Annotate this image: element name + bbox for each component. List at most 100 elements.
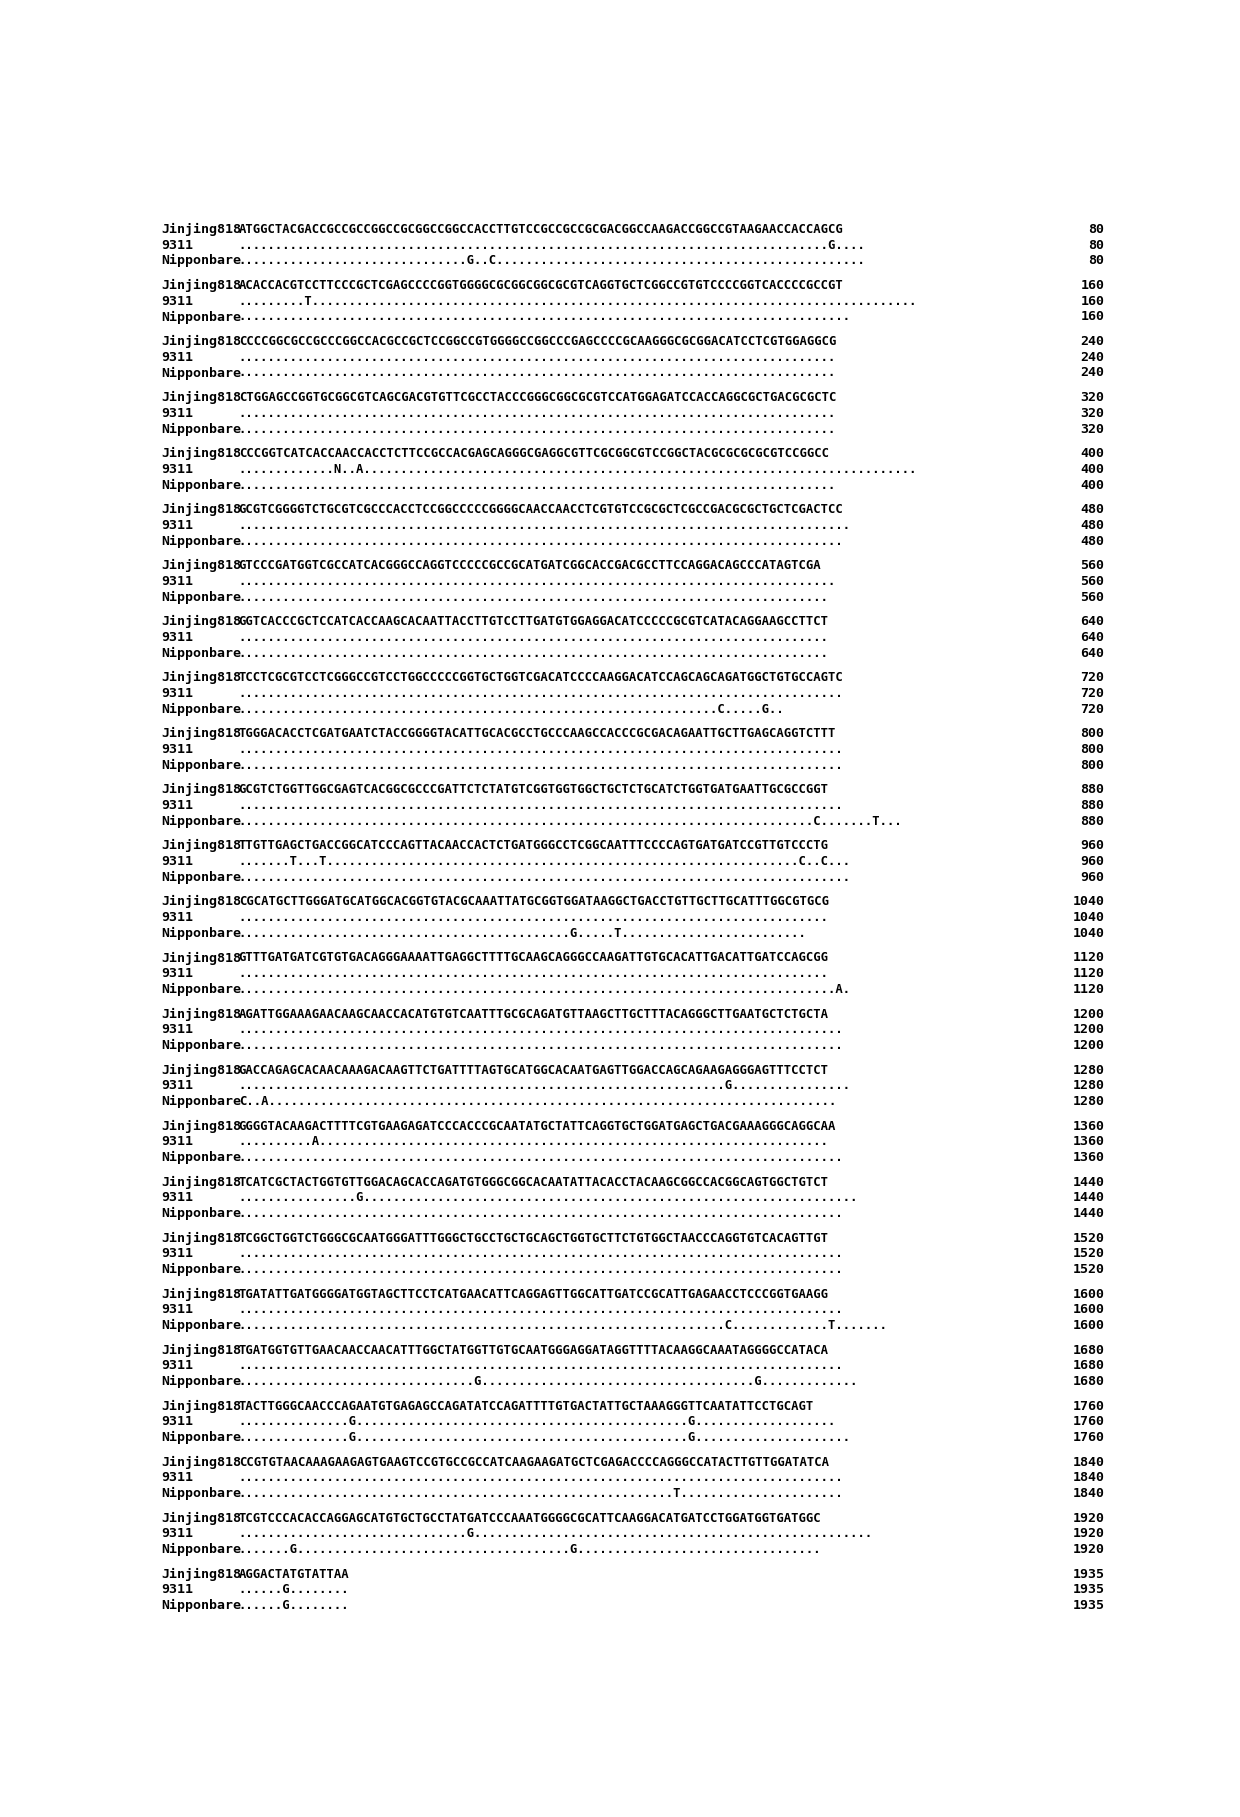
Text: 1920: 1920 — [1073, 1512, 1105, 1524]
Text: ................................................................................: ........................................… — [238, 1039, 843, 1052]
Text: ................................................................................: ........................................… — [238, 351, 836, 363]
Text: Jinjing818: Jinjing818 — [161, 391, 242, 405]
Text: 640: 640 — [1080, 630, 1105, 643]
Text: Nipponbare: Nipponbare — [161, 927, 242, 939]
Text: 9311: 9311 — [161, 1192, 193, 1205]
Text: 400: 400 — [1080, 447, 1105, 460]
Text: 9311: 9311 — [161, 1472, 193, 1484]
Text: 1920: 1920 — [1073, 1543, 1105, 1555]
Text: Jinjing818: Jinjing818 — [161, 839, 242, 852]
Text: 640: 640 — [1080, 647, 1105, 660]
Text: TCGGCTGGTCTGGGCGCAATGGGATTTGGGCTGCCTGCTGCAGCTGGTGCTTCTGTGGCTAACCCAGGTGTCACAGTTGT: TCGGCTGGTCTGGGCGCAATGGGATTTGGGCTGCCTGCTG… — [238, 1232, 828, 1245]
Text: ................................................................................: ........................................… — [238, 591, 828, 603]
Text: ................................................................................: ........................................… — [238, 1150, 843, 1165]
Text: .......G.....................................G.................................: .......G................................… — [238, 1543, 821, 1555]
Text: Jinjing818: Jinjing818 — [161, 503, 242, 516]
Text: 1600: 1600 — [1073, 1288, 1105, 1301]
Text: 9311: 9311 — [161, 1359, 193, 1372]
Text: Nipponbare: Nipponbare — [161, 1599, 242, 1612]
Text: ..............................................................................C.: ........................................… — [238, 814, 903, 829]
Text: 960: 960 — [1080, 856, 1105, 869]
Text: 240: 240 — [1080, 367, 1105, 380]
Text: 320: 320 — [1080, 423, 1105, 436]
Text: 560: 560 — [1080, 591, 1105, 603]
Text: 9311: 9311 — [161, 294, 193, 307]
Text: Jinjing818: Jinjing818 — [161, 952, 242, 965]
Text: Nipponbare: Nipponbare — [161, 1039, 242, 1052]
Text: 9311: 9311 — [161, 1583, 193, 1597]
Text: 560: 560 — [1080, 560, 1105, 572]
Text: 1120: 1120 — [1073, 983, 1105, 996]
Text: 1120: 1120 — [1073, 967, 1105, 979]
Text: 1360: 1360 — [1073, 1136, 1105, 1148]
Text: GCGTCTGGTTGGCGAGTCACGGCGCCCGATTCTCTATGTCGGTGGTGGCTGCTCTGCATCTGGTGATGAATTGCGCCGGT: GCGTCTGGTTGGCGAGTCACGGCGCCCGATTCTCTATGTC… — [238, 783, 828, 796]
Text: TGGGACACCTCGATGAATCTACCGGGGTACATTGCACGCCTGCCCAAGCCACCCGCGACAGAATTGCTTGAGCAGGTCTT: TGGGACACCTCGATGAATCTACCGGGGTACATTGCACGCC… — [238, 727, 836, 740]
Text: 1920: 1920 — [1073, 1528, 1105, 1541]
Text: 80: 80 — [1089, 223, 1105, 236]
Text: ................................................................................: ........................................… — [238, 630, 828, 643]
Text: 960: 960 — [1080, 839, 1105, 852]
Text: 1200: 1200 — [1073, 1039, 1105, 1052]
Text: Jinjing818: Jinjing818 — [161, 1176, 242, 1188]
Text: TCATCGCTACTGGTGTTGGACAGCACCAGATGTGGGCGGCACAATATTACACCTACAAGCGGCCACGGCAGTGGCTGTCT: TCATCGCTACTGGTGTTGGACAGCACCAGATGTGGGCGGC… — [238, 1176, 828, 1188]
Text: 1520: 1520 — [1073, 1263, 1105, 1276]
Text: 1760: 1760 — [1073, 1432, 1105, 1445]
Text: 1935: 1935 — [1073, 1583, 1105, 1597]
Text: 1120: 1120 — [1073, 952, 1105, 965]
Text: 9311: 9311 — [161, 520, 193, 532]
Text: ................................................................................: ........................................… — [238, 1023, 843, 1036]
Text: Jinjing818: Jinjing818 — [161, 447, 242, 460]
Text: 800: 800 — [1080, 760, 1105, 772]
Text: 640: 640 — [1080, 616, 1105, 629]
Text: TCGTCCCACACCAGGAGCATGTGCTGCCTATGATCCCAAATGGGGCGCATTCAAGGACATGATCCTGGATGGTGATGGC: TCGTCCCACACCAGGAGCATGTGCTGCCTATGATCCCAAA… — [238, 1512, 821, 1524]
Text: GCGTCGGGGTCTGCGTCGCCCACCTCCGGCCCCCGGGGCAACCAACCTCGTGTCCGCGCTCGCCGACGCGCTGCTCGACT: GCGTCGGGGTCTGCGTCGCCCACCTCCGGCCCCCGGGGCA… — [238, 503, 843, 516]
Text: ................................................................................: ........................................… — [238, 1246, 843, 1261]
Text: 480: 480 — [1080, 534, 1105, 547]
Text: GTTTGATGATCGTGTGACAGGGAAAATTGAGGCTTTTGCAAGCAGGGCCAAGATTGTGCACATTGACATTGATCCAGCGG: GTTTGATGATCGTGTGACAGGGAAAATTGAGGCTTTTGCA… — [238, 952, 828, 965]
Text: Jinjing818: Jinjing818 — [161, 896, 242, 908]
Text: Nipponbare: Nipponbare — [161, 478, 242, 492]
Text: ................................................................................: ........................................… — [238, 478, 836, 492]
Text: 1040: 1040 — [1073, 896, 1105, 908]
Text: Jinjing818: Jinjing818 — [161, 1568, 242, 1581]
Text: ...............G.............................................G..................: ...............G........................… — [238, 1415, 836, 1428]
Text: Nipponbare: Nipponbare — [161, 983, 242, 996]
Text: Nipponbare: Nipponbare — [161, 1375, 242, 1388]
Text: Nipponbare: Nipponbare — [161, 534, 242, 547]
Text: 320: 320 — [1080, 391, 1105, 403]
Text: Nipponbare: Nipponbare — [161, 1206, 242, 1219]
Text: ..........A.....................................................................: ..........A.............................… — [238, 1136, 828, 1148]
Text: 9311: 9311 — [161, 910, 193, 925]
Text: ................................................................................: ........................................… — [238, 1303, 843, 1316]
Text: 1440: 1440 — [1073, 1192, 1105, 1205]
Text: ................................G.....................................G.........: ................................G.......… — [238, 1375, 858, 1388]
Text: TGATGGTGTTGAACAACCAACATTTGGCTATGGTTGTGCAATGGGAGGATAGGTTTTACAAGGCAAATAGGGGCCATACA: TGATGGTGTTGAACAACCAACATTTGGCTATGGTTGTGCA… — [238, 1343, 828, 1357]
Text: ..................................................................G.............: ........................................… — [238, 1079, 851, 1092]
Text: Nipponbare: Nipponbare — [161, 760, 242, 772]
Text: CTGGAGCCGGTGCGGCGTCAGCGACGTGTTCGCCTACCCGGGCGGCGCGTCCATGGAGATCCACCAGGCGCTGACGCGCT: CTGGAGCCGGTGCGGCGTCAGCGACGTGTTCGCCTACCCG… — [238, 391, 836, 403]
Text: 320: 320 — [1080, 407, 1105, 420]
Text: Nipponbare: Nipponbare — [161, 703, 242, 716]
Text: .............N..A...............................................................: .............N..A.......................… — [238, 463, 918, 476]
Text: ......G........: ......G........ — [238, 1599, 350, 1612]
Text: 9311: 9311 — [161, 1079, 193, 1092]
Text: Nipponbare: Nipponbare — [161, 1486, 242, 1501]
Text: 240: 240 — [1080, 336, 1105, 349]
Text: 80: 80 — [1089, 254, 1105, 267]
Text: ATGGCTACGACCGCCGCCGGCCGCGGCCGGCCACCTTGTCCGCCGCCGCGACGGCCAAGACCGGCCGTAAGAACCACCAG: ATGGCTACGACCGCCGCCGGCCGCGGCCGGCCACCTTGTC… — [238, 223, 843, 236]
Text: 9311: 9311 — [161, 630, 193, 643]
Text: Jinjing818: Jinjing818 — [161, 1063, 242, 1076]
Text: 1760: 1760 — [1073, 1399, 1105, 1412]
Text: 1680: 1680 — [1073, 1375, 1105, 1388]
Text: Nipponbare: Nipponbare — [161, 1319, 242, 1332]
Text: TACTTGGGCAACCCAGAATGTGAGAGCCAGATATCCAGATTTTGTGACTATTGCTAAAGGGTTCAATATTCCTGCAGT: TACTTGGGCAACCCAGAATGTGAGAGCCAGATATCCAGAT… — [238, 1399, 813, 1412]
Text: ................................................................................: ........................................… — [238, 311, 851, 323]
Text: AGATTGGAAAGAACAAGCAACCACATGTGTCAATTTGCGCAGATGTTAAGCTTGCTTTACAGGGCTTGAATGCTCTGCTA: AGATTGGAAAGAACAAGCAACCACATGTGTCAATTTGCGC… — [238, 1007, 828, 1021]
Text: 1440: 1440 — [1073, 1206, 1105, 1219]
Text: Jinjing818: Jinjing818 — [161, 1119, 242, 1132]
Text: 240: 240 — [1080, 351, 1105, 363]
Text: AGGACTATGTATTAA: AGGACTATGTATTAA — [238, 1568, 350, 1581]
Text: 1360: 1360 — [1073, 1119, 1105, 1132]
Text: 1200: 1200 — [1073, 1007, 1105, 1021]
Text: 9311: 9311 — [161, 1023, 193, 1036]
